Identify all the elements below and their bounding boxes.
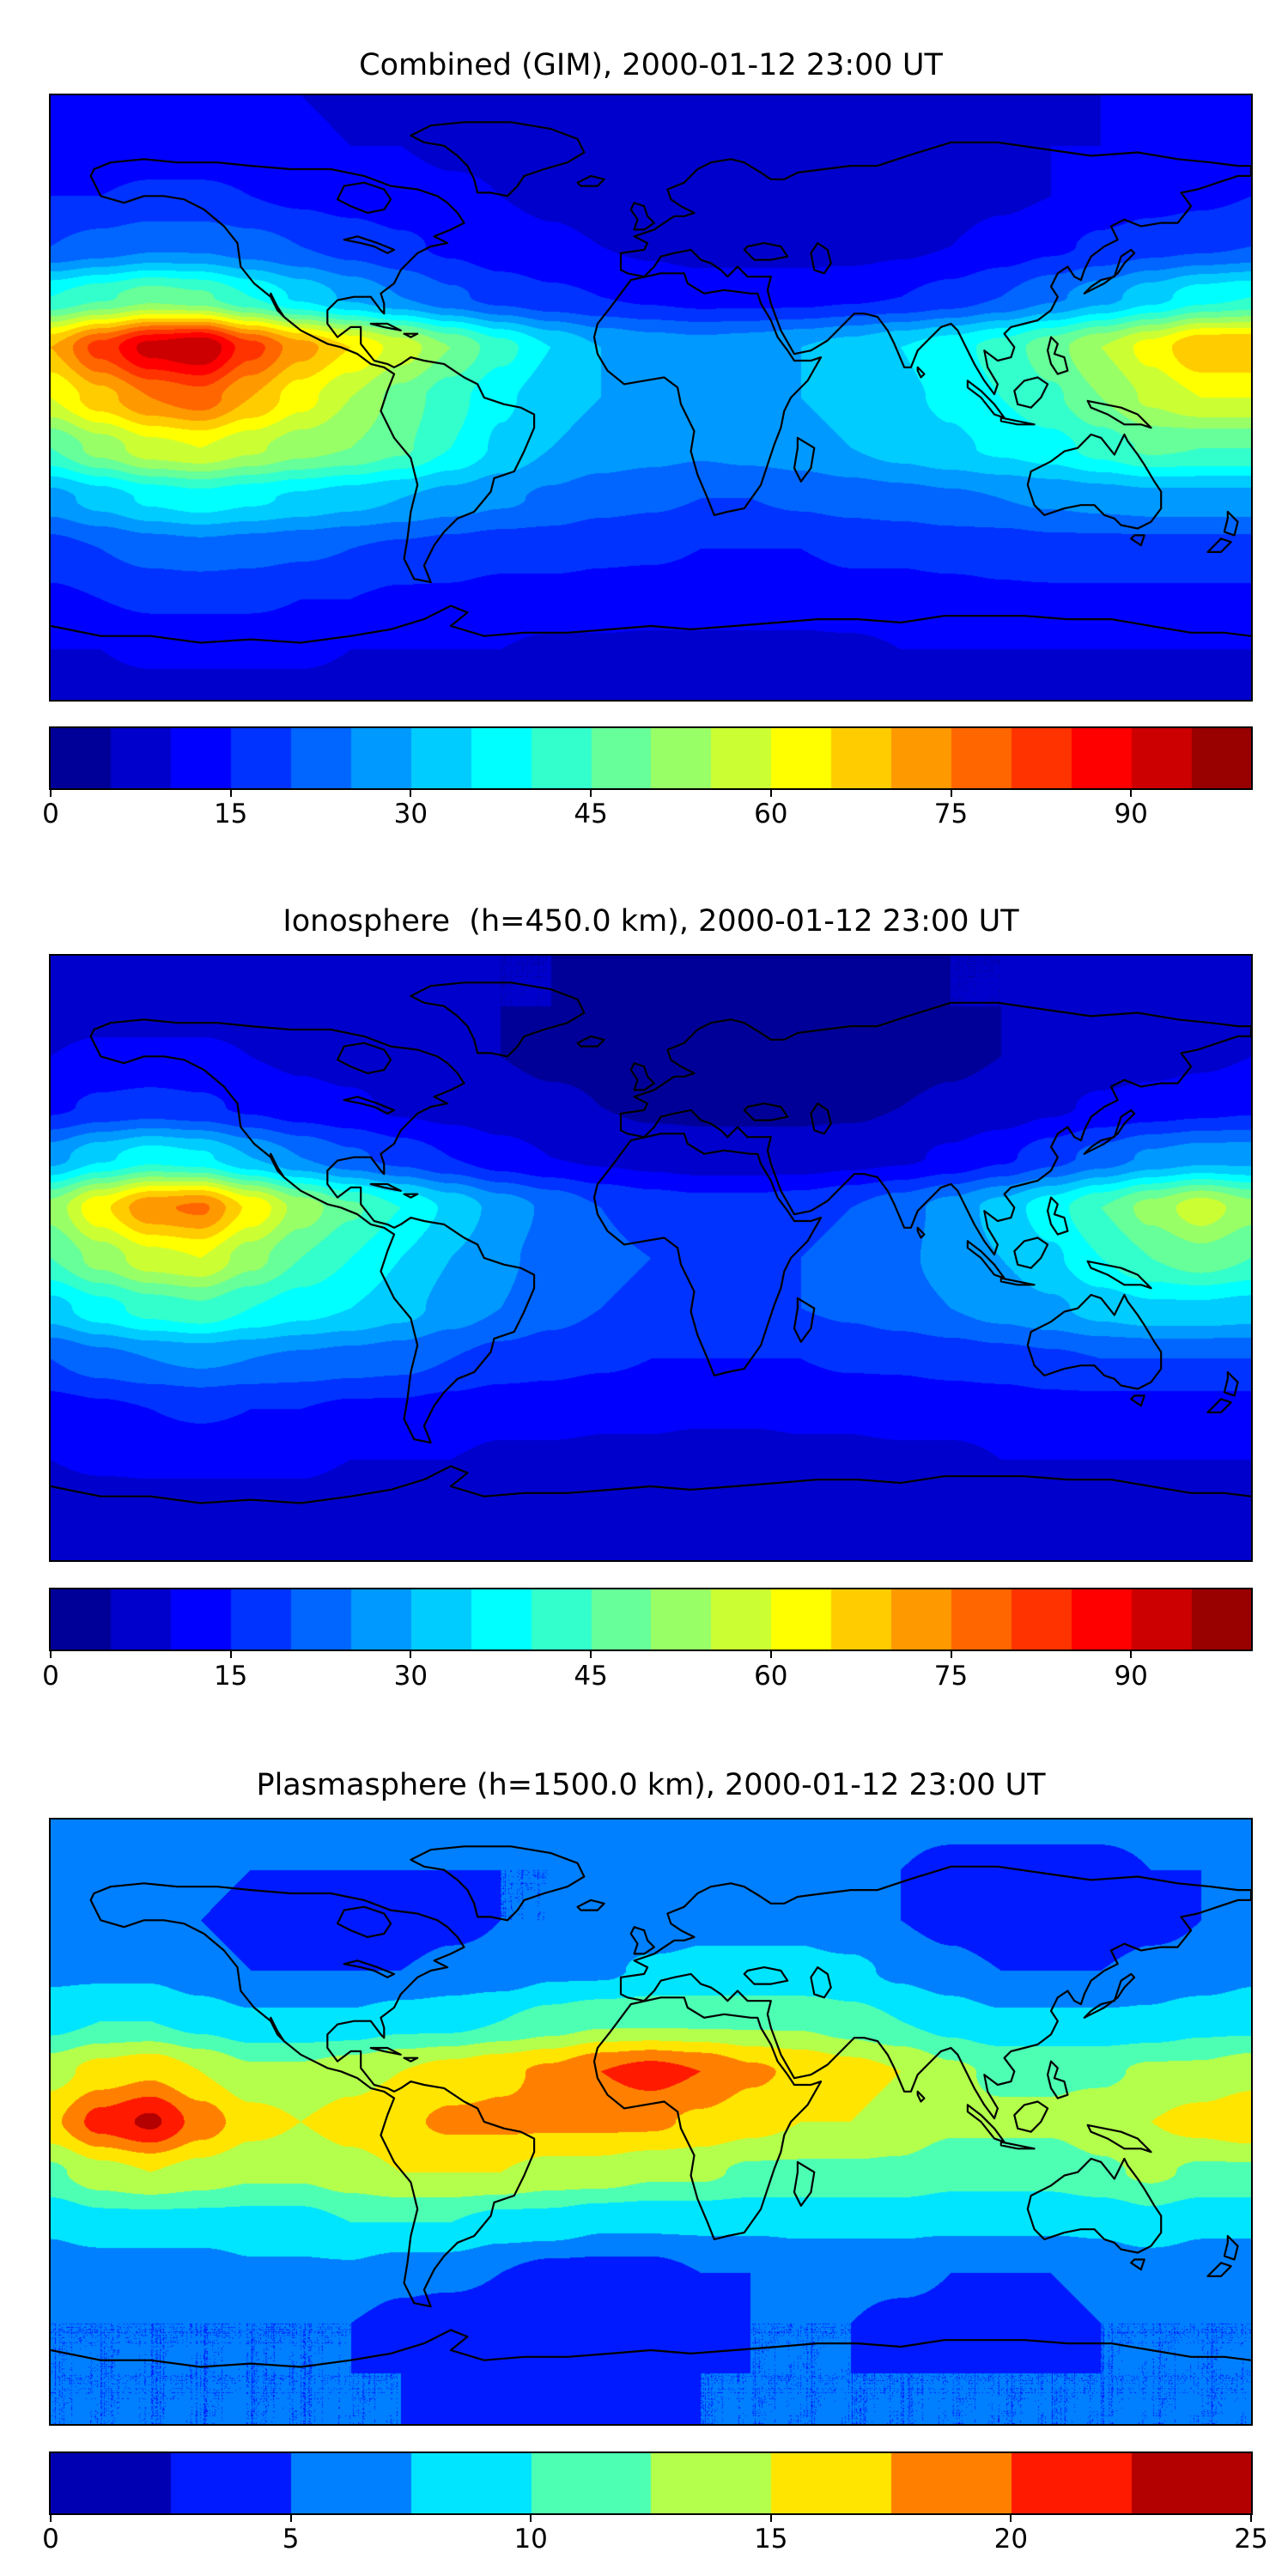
colorbar xyxy=(49,2451,1253,2522)
coastlines-overlay xyxy=(51,981,1251,1504)
colorbar-tick xyxy=(410,790,412,797)
chart-title: Combined (GIM), 2000-01-12 23:00 UT xyxy=(359,48,943,82)
colorbar-tick-label: 0 xyxy=(42,799,59,829)
coastline-path xyxy=(51,1845,1251,2368)
colorbar-tick-label: 45 xyxy=(574,799,608,829)
colorbar-tick-label: 60 xyxy=(754,1661,788,1692)
colorbar-tick-label: 0 xyxy=(42,1661,59,1692)
colorbar-gradient xyxy=(49,726,1253,790)
colorbar-tick xyxy=(50,1651,52,1658)
colorbar-tick-label: 15 xyxy=(213,1661,248,1692)
colorbar-tick-label: 75 xyxy=(933,799,969,829)
colorbar-tick xyxy=(950,790,952,797)
colorbar-tick xyxy=(1250,2515,1252,2522)
colorbar-tick-label: 45 xyxy=(574,1661,608,1692)
colorbar-tick-label: 75 xyxy=(933,1661,969,1692)
colorbar-tick-labels: 0 15 30 45 60 75 90 xyxy=(42,799,1253,833)
colorbar-tick-label: 30 xyxy=(393,1661,428,1692)
colorbar-gradient xyxy=(49,1588,1253,1651)
coastline-path xyxy=(51,121,1251,644)
colorbar xyxy=(49,1588,1253,1658)
colorbar-tick xyxy=(289,2515,292,2522)
coastline-path xyxy=(51,981,1251,1504)
colorbar xyxy=(49,726,1253,797)
colorbar-tick xyxy=(410,1651,412,1658)
colorbar-tick xyxy=(950,1651,952,1658)
colorbar-tick-label: 60 xyxy=(754,799,788,829)
colorbar-gradient xyxy=(49,2451,1253,2515)
colorbar-tick-label: 15 xyxy=(213,799,248,829)
colorbar-tick-label: 25 xyxy=(1234,2524,1268,2555)
colorbar-tick-label: 15 xyxy=(754,2524,788,2555)
colorbar-tick xyxy=(1130,1651,1133,1658)
colorbar-tick xyxy=(769,2515,772,2522)
coastlines-overlay xyxy=(51,1845,1251,2368)
colorbar-tick xyxy=(229,790,232,797)
colorbar-tick xyxy=(590,1651,592,1658)
tec-field-canvas xyxy=(51,956,1251,1560)
colorbar-tick xyxy=(1010,2515,1012,2522)
coastlines-overlay xyxy=(51,121,1251,644)
map-area xyxy=(49,1818,1253,2426)
colorbar-tick xyxy=(50,790,52,797)
colorbar-tick xyxy=(769,790,772,797)
chart-title: Plasmasphere (h=1500.0 km), 2000-01-12 2… xyxy=(256,1768,1046,1802)
colorbar-tick-label: 90 xyxy=(1114,799,1148,829)
colorbar-tick-labels: 0 15 30 45 60 75 90 xyxy=(42,1661,1253,1695)
colorbar-tick-label: 20 xyxy=(993,2524,1029,2555)
colorbar-tick xyxy=(1130,790,1133,797)
colorbar-tick xyxy=(769,1651,772,1658)
colorbar-tick-labels: 0 5 10 15 20 25 xyxy=(42,2524,1268,2558)
map-area xyxy=(49,954,1253,1562)
colorbar-tick-label: 0 xyxy=(42,2524,59,2555)
colorbar-tick-label: 90 xyxy=(1114,1661,1148,1692)
colorbar-tick xyxy=(229,1651,232,1658)
map-area xyxy=(49,94,1253,702)
tec-field-canvas xyxy=(51,95,1251,700)
chart-title: Ionosphere (h=450.0 km), 2000-01-12 23:0… xyxy=(283,904,1019,939)
colorbar-tick xyxy=(590,790,592,797)
colorbar-tick xyxy=(530,2515,532,2522)
colorbar-tick-label: 5 xyxy=(282,2524,300,2555)
colorbar-tick xyxy=(50,2515,52,2522)
colorbar-tick-label: 10 xyxy=(513,2524,548,2555)
tec-field-canvas xyxy=(51,1820,1251,2424)
colorbar-tick-label: 30 xyxy=(393,799,428,829)
